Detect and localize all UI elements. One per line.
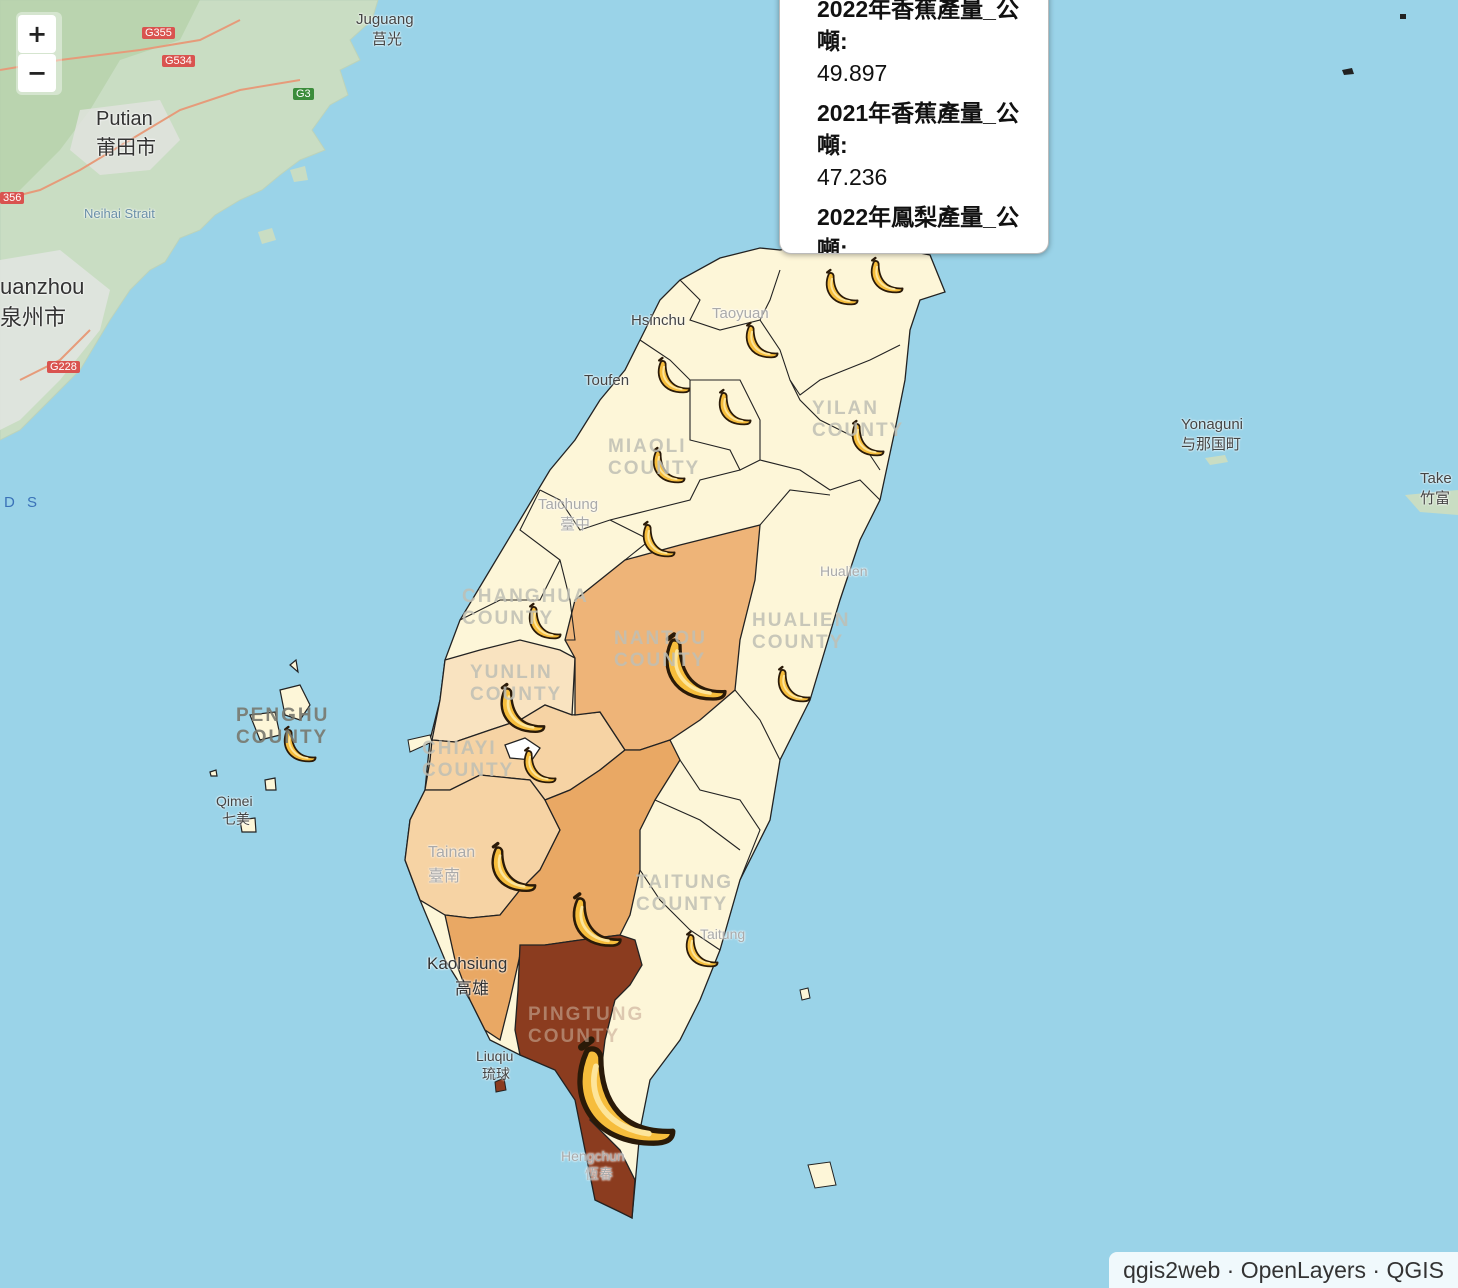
- penghu-islands: [209, 658, 311, 833]
- county-label-taitung: TAITUNG COUNTY: [636, 872, 734, 915]
- popup-label: 2022年鳳梨產量_公噸:: [817, 204, 1019, 254]
- highway: [19, 329, 91, 381]
- mainland-urban: [0, 250, 110, 430]
- label-hengchun: Hengchun 恆春: [561, 1148, 625, 1182]
- attribution-openlayers[interactable]: OpenLayers: [1240, 1257, 1367, 1283]
- attribution-separator: ·: [1226, 1257, 1235, 1283]
- county-label-pingtung: PINGTUNG COUNTY: [528, 1004, 645, 1047]
- label-hsinchu: Hsinchu: [631, 312, 686, 329]
- county-label-changhua: CHANGHUA COUNTY: [462, 586, 589, 629]
- take-island: [1405, 490, 1458, 515]
- label-hualien: Hualien: [820, 563, 868, 579]
- county-label-miaoli: MIAOLI COUNTY: [608, 436, 701, 479]
- label-taichung: Taichung 臺中: [538, 496, 599, 533]
- label-taitung: Taitung: [700, 926, 746, 942]
- label-putian: Putian 莆田市: [96, 108, 156, 159]
- county-label-nantou: NANTOU COUNTY: [614, 628, 707, 671]
- county-borders: [459, 269, 901, 951]
- zoom-control: + −: [16, 12, 62, 95]
- highway: [0, 79, 301, 201]
- label-take: Take 竹富: [1420, 470, 1452, 507]
- label-qimei: Qimei 七美: [216, 793, 253, 827]
- island: [258, 228, 276, 244]
- islet: [1400, 14, 1406, 19]
- highway-shield: G534: [162, 55, 195, 67]
- orchid-island: [807, 1161, 837, 1189]
- island: [290, 166, 308, 182]
- liuqiu-island: [494, 1077, 507, 1093]
- label-tainan: Tainan 臺南: [428, 844, 476, 885]
- islet: [1342, 68, 1354, 75]
- county-label-yunlin: YUNLIN COUNTY: [470, 662, 563, 705]
- highway-shield: 356: [0, 192, 25, 204]
- popup-label: 2021年香蕉產量_公噸:: [817, 100, 1019, 158]
- attribution-separator: ·: [1372, 1257, 1381, 1283]
- label-kaohsiung: Kaohsiung 高雄: [427, 954, 508, 998]
- label-strait: Neihai Strait: [84, 206, 155, 221]
- label-liuqiu: Liuqiu 琉球: [476, 1048, 514, 1082]
- attribution-qgis2web[interactable]: qgis2web: [1123, 1257, 1221, 1283]
- county-label-yilan: YILAN COUNTY: [812, 398, 905, 441]
- popup-label: 2022年香蕉產量_公噸:: [817, 0, 1019, 54]
- highway-shield: G228: [47, 361, 80, 373]
- label-quanzhou: uanzhou 泉州市: [0, 274, 85, 330]
- highway-shield: G3: [293, 88, 314, 100]
- label-juguang: Juguang 莒光: [356, 11, 414, 48]
- feature-popup[interactable]: 2022年香蕉產量_公噸: 49.897 2021年香蕉產量_公噸: 47.23…: [779, 0, 1049, 254]
- putian-area: [70, 100, 180, 175]
- green-island: [799, 987, 811, 1001]
- label-toufen: Toufen: [584, 372, 630, 389]
- county-label-hualien: HUALIEN COUNTY: [752, 610, 851, 653]
- label-yonaguni: Yonaguni 与那国町: [1181, 416, 1244, 453]
- label-taoyuan: Taoyuan: [712, 305, 769, 322]
- attribution-qgis[interactable]: QGIS: [1386, 1257, 1444, 1283]
- yonaguni-island: [1205, 455, 1228, 465]
- highway-shield: G355: [142, 27, 175, 39]
- popup-value: 49.897: [817, 60, 888, 86]
- county-label-chiayi: CHIAYI COUNTY: [422, 738, 515, 781]
- county-label-penghu: PENGHU COUNTY: [236, 705, 330, 748]
- popup-value: 47.236: [817, 164, 888, 190]
- popup-content: 2022年香蕉產量_公噸: 49.897 2021年香蕉產量_公噸: 47.23…: [817, 0, 1027, 254]
- zoom-out-button[interactable]: −: [18, 54, 56, 92]
- attribution: qgis2web · OpenLayers · QGIS: [1109, 1252, 1458, 1288]
- label-ds: D S: [4, 494, 42, 511]
- zoom-in-button[interactable]: +: [18, 15, 56, 53]
- coast-islet: [407, 734, 433, 753]
